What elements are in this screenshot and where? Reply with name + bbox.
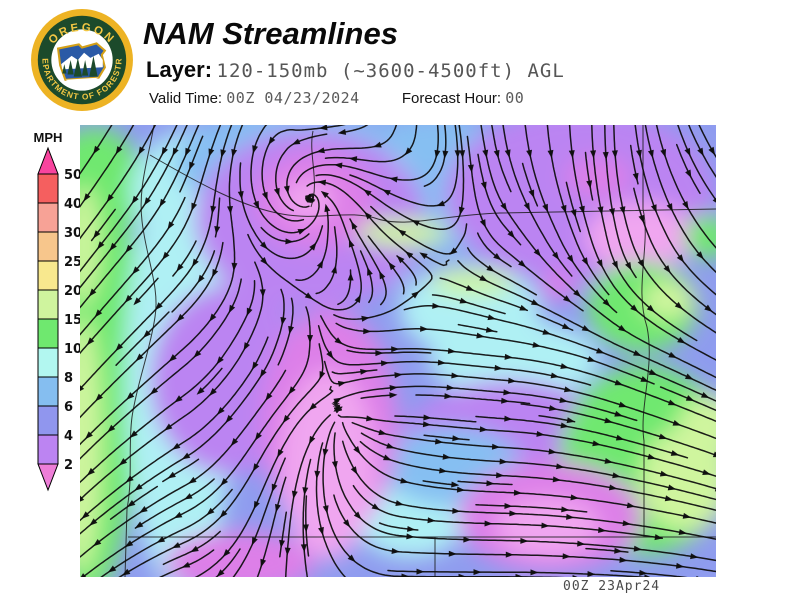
legend-segment (37, 202, 59, 233)
forecast-hour-label: Forecast Hour: (401, 90, 502, 107)
page-title: NAM Streamlines (143, 16, 398, 51)
map-timestamp: 00Z 23Apr24 (563, 579, 661, 594)
legend-segment (37, 347, 59, 378)
legend-top-tip (37, 146, 59, 175)
legend-tick-label: 4 (64, 429, 73, 444)
streamline-map (80, 125, 716, 577)
streamline-arrows (80, 125, 716, 577)
forecast-hour-value: 00 (505, 89, 525, 107)
wind-speed-legend: MPH 50 40 30 25 20 15 10 8 6 4 2 (34, 130, 82, 492)
legend-segment (37, 173, 59, 204)
legend-tick-label: 40 (64, 197, 82, 212)
valid-time-label: Valid Time: (149, 90, 223, 107)
legend-tick-label: 15 (64, 313, 82, 328)
layer-row: Layer: 120-150mb (~3600-4500ft) AGL (146, 57, 565, 83)
odf-logo: OREGON DEPARTMENT OF FORESTRY (30, 8, 133, 111)
legend-bottom-tip (37, 463, 59, 492)
legend-tick-label: 10 (64, 342, 82, 357)
legend-segment (37, 434, 59, 465)
legend-tick-label: 2 (64, 458, 73, 473)
legend-segment (37, 318, 59, 349)
logo-river (65, 77, 99, 82)
legend-segment (37, 405, 59, 436)
legend-tick-label: 30 (64, 226, 82, 241)
layer-label: Layer: (146, 57, 213, 82)
layer-value: 120-150mb (~3600-4500ft) AGL (216, 60, 565, 82)
legend-segment (37, 289, 59, 320)
legend-tick-label: 50 (64, 168, 82, 183)
legend-tick-label: 20 (64, 284, 82, 299)
valid-time-value: 00Z 04/23/2024 (226, 89, 360, 107)
logo-trees (62, 55, 98, 77)
legend-tick-label: 25 (64, 255, 82, 270)
logo-scene (56, 42, 107, 82)
legend-segment (37, 231, 59, 262)
legend-segment (37, 260, 59, 291)
legend-segment (37, 376, 59, 407)
legend-title: MPH (34, 130, 63, 145)
legend-tick-label: 6 (64, 400, 73, 415)
valid-time-row: Valid Time: 00Z 04/23/2024 Forecast Hour… (149, 89, 524, 107)
legend-tick-label: 8 (64, 371, 73, 386)
